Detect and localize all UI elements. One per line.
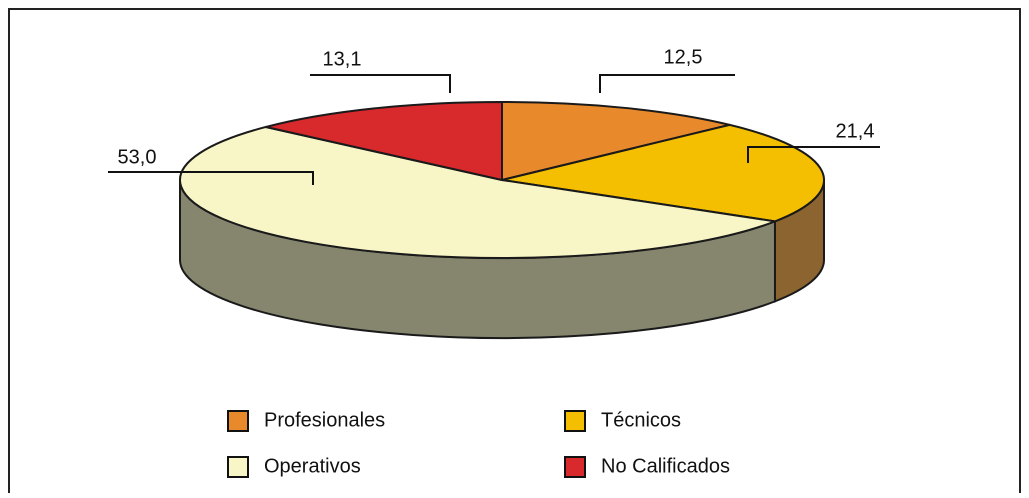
data-label: 53,0 [118,146,157,168]
legend-swatch [564,456,586,478]
leader-line [108,171,314,185]
legend-swatch [227,410,249,432]
leader-line [599,74,735,93]
legend-label: Operativos [264,455,361,477]
leader-line [310,74,451,93]
legend-swatch [564,410,586,432]
chart-border [8,8,1021,493]
slice [501,123,825,223]
leader-line [747,146,880,163]
legend-swatch [227,456,249,478]
legend-label: Técnicos [601,409,681,431]
legend-label: Profesionales [264,409,385,431]
slice [179,125,779,259]
data-label: 12,5 [664,46,703,68]
data-label: 21,4 [836,120,875,142]
legend-label: No Calificados [601,455,730,477]
data-label: 13,1 [323,48,362,70]
slice [501,100,730,182]
slice [265,100,503,182]
